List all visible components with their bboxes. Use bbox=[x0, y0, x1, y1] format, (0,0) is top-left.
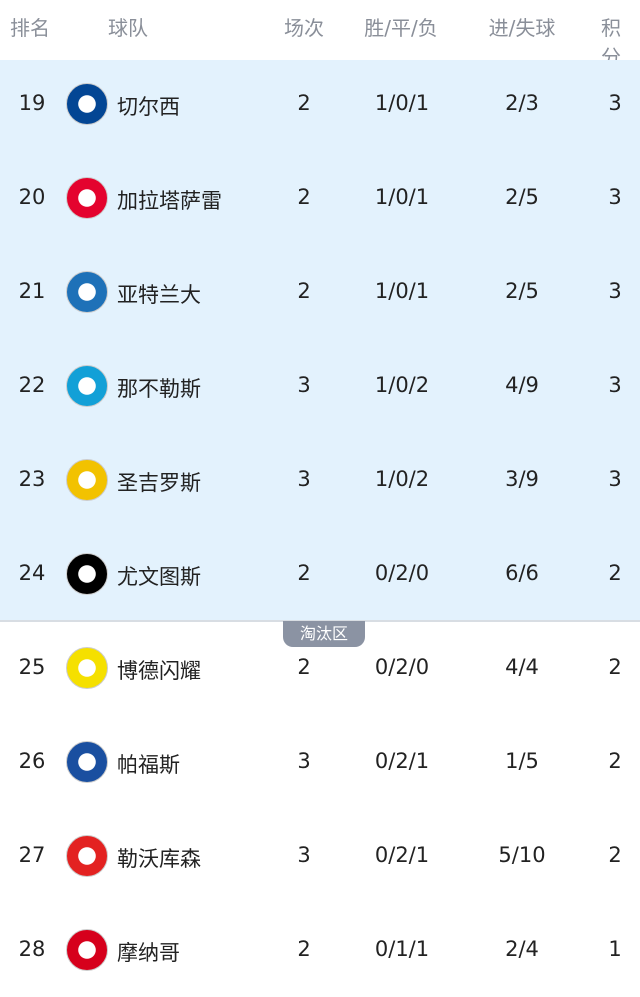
rank: 20 bbox=[18, 185, 46, 209]
rank: 26 bbox=[18, 749, 46, 773]
played: 2 bbox=[297, 561, 311, 585]
rank: 24 bbox=[18, 561, 46, 585]
table-header: 排名 球队 场次 胜/平/负 进/失球 积分 bbox=[0, 0, 640, 69]
team-name: 那不勒斯 bbox=[117, 377, 201, 401]
chelsea-logo-icon bbox=[66, 83, 108, 125]
points: 2 bbox=[608, 749, 622, 773]
wdl: 1/0/1 bbox=[374, 279, 430, 303]
table-row[interactable]: 23 圣吉罗斯 3 1/0/2 3/9 3 bbox=[0, 433, 640, 527]
monaco-logo-icon bbox=[66, 929, 108, 971]
wdl: 0/2/1 bbox=[374, 749, 430, 773]
wdl: 0/2/0 bbox=[374, 561, 430, 585]
team-name: 帕福斯 bbox=[117, 753, 180, 777]
wdl: 0/2/1 bbox=[374, 843, 430, 867]
rank: 27 bbox=[18, 843, 46, 867]
played: 2 bbox=[297, 91, 311, 115]
rank: 23 bbox=[18, 467, 46, 491]
table-row[interactable]: 24 尤文图斯 2 0/2/0 6/6 2 bbox=[0, 527, 640, 621]
points: 3 bbox=[608, 185, 622, 209]
napoli-logo-icon bbox=[66, 365, 108, 407]
wdl: 0/2/0 bbox=[374, 655, 430, 679]
wdl: 1/0/1 bbox=[374, 91, 430, 115]
wdl: 1/0/2 bbox=[374, 373, 430, 397]
goals: 2/5 bbox=[505, 279, 539, 303]
table-row[interactable]: 28 摩纳哥 2 0/1/1 2/4 1 bbox=[0, 903, 640, 997]
goals: 3/9 bbox=[505, 467, 539, 491]
points: 2 bbox=[608, 843, 622, 867]
team-name: 尤文图斯 bbox=[117, 565, 201, 589]
rank: 19 bbox=[18, 91, 46, 115]
team-name: 博德闪耀 bbox=[117, 659, 201, 683]
header-rank: 排名 bbox=[10, 16, 50, 40]
wdl: 1/0/1 bbox=[374, 185, 430, 209]
rank: 28 bbox=[18, 937, 46, 961]
rank: 21 bbox=[18, 279, 46, 303]
wdl: 0/1/1 bbox=[374, 937, 430, 961]
points: 3 bbox=[608, 279, 622, 303]
rank: 22 bbox=[18, 373, 46, 397]
team-name: 勒沃库森 bbox=[117, 847, 201, 871]
played: 3 bbox=[297, 467, 311, 491]
table-row[interactable]: 26 帕福斯 3 0/2/1 1/5 2 bbox=[0, 715, 640, 809]
table-row[interactable]: 22 那不勒斯 3 1/0/2 4/9 3 bbox=[0, 339, 640, 433]
goals: 1/5 bbox=[505, 749, 539, 773]
points: 3 bbox=[608, 467, 622, 491]
header-wdl: 胜/平/负 bbox=[364, 16, 438, 40]
team-name: 亚特兰大 bbox=[117, 283, 201, 307]
goals: 5/10 bbox=[498, 843, 546, 867]
played: 3 bbox=[297, 843, 311, 867]
playoff-zone-background bbox=[0, 60, 640, 622]
galatasaray-logo-icon bbox=[66, 177, 108, 219]
goals: 2/4 bbox=[505, 937, 539, 961]
played: 2 bbox=[297, 655, 311, 679]
goals: 2/5 bbox=[505, 185, 539, 209]
points: 2 bbox=[608, 561, 622, 585]
table-row[interactable]: 25 博德闪耀 2 0/2/0 4/4 2 bbox=[0, 621, 640, 715]
played: 3 bbox=[297, 373, 311, 397]
played: 2 bbox=[297, 279, 311, 303]
header-goals: 进/失球 bbox=[488, 16, 556, 40]
table-row[interactable]: 21 亚特兰大 2 1/0/1 2/5 3 bbox=[0, 245, 640, 339]
points: 3 bbox=[608, 91, 622, 115]
rank: 25 bbox=[18, 655, 46, 679]
atalanta-logo-icon bbox=[66, 271, 108, 313]
pafos-logo-icon bbox=[66, 741, 108, 783]
points: 2 bbox=[608, 655, 622, 679]
table-row[interactable]: 20 加拉塔萨雷 2 1/0/1 2/5 3 bbox=[0, 151, 640, 245]
team-name: 加拉塔萨雷 bbox=[117, 189, 222, 213]
leverkusen-logo-icon bbox=[66, 835, 108, 877]
team-name: 摩纳哥 bbox=[117, 941, 180, 965]
played: 2 bbox=[297, 937, 311, 961]
goals: 6/6 bbox=[505, 561, 539, 585]
played: 3 bbox=[297, 749, 311, 773]
table-row[interactable]: 19 切尔西 2 1/0/1 2/3 3 bbox=[0, 57, 640, 151]
goals: 4/4 bbox=[505, 655, 539, 679]
bodo-glimt-logo-icon bbox=[66, 647, 108, 689]
points: 1 bbox=[608, 937, 622, 961]
wdl: 1/0/2 bbox=[374, 467, 430, 491]
table-row[interactable]: 27 勒沃库森 3 0/2/1 5/10 2 bbox=[0, 809, 640, 903]
played: 2 bbox=[297, 185, 311, 209]
juventus-logo-icon bbox=[66, 553, 108, 595]
team-name: 圣吉罗斯 bbox=[117, 471, 201, 495]
header-played: 场次 bbox=[284, 16, 324, 40]
goals: 4/9 bbox=[505, 373, 539, 397]
team-name: 切尔西 bbox=[117, 95, 180, 119]
header-team: 球队 bbox=[108, 16, 148, 40]
goals: 2/3 bbox=[505, 91, 539, 115]
elimination-zone-label: 淘汰区 bbox=[283, 621, 365, 647]
union-sg-logo-icon bbox=[66, 459, 108, 501]
points: 3 bbox=[608, 373, 622, 397]
